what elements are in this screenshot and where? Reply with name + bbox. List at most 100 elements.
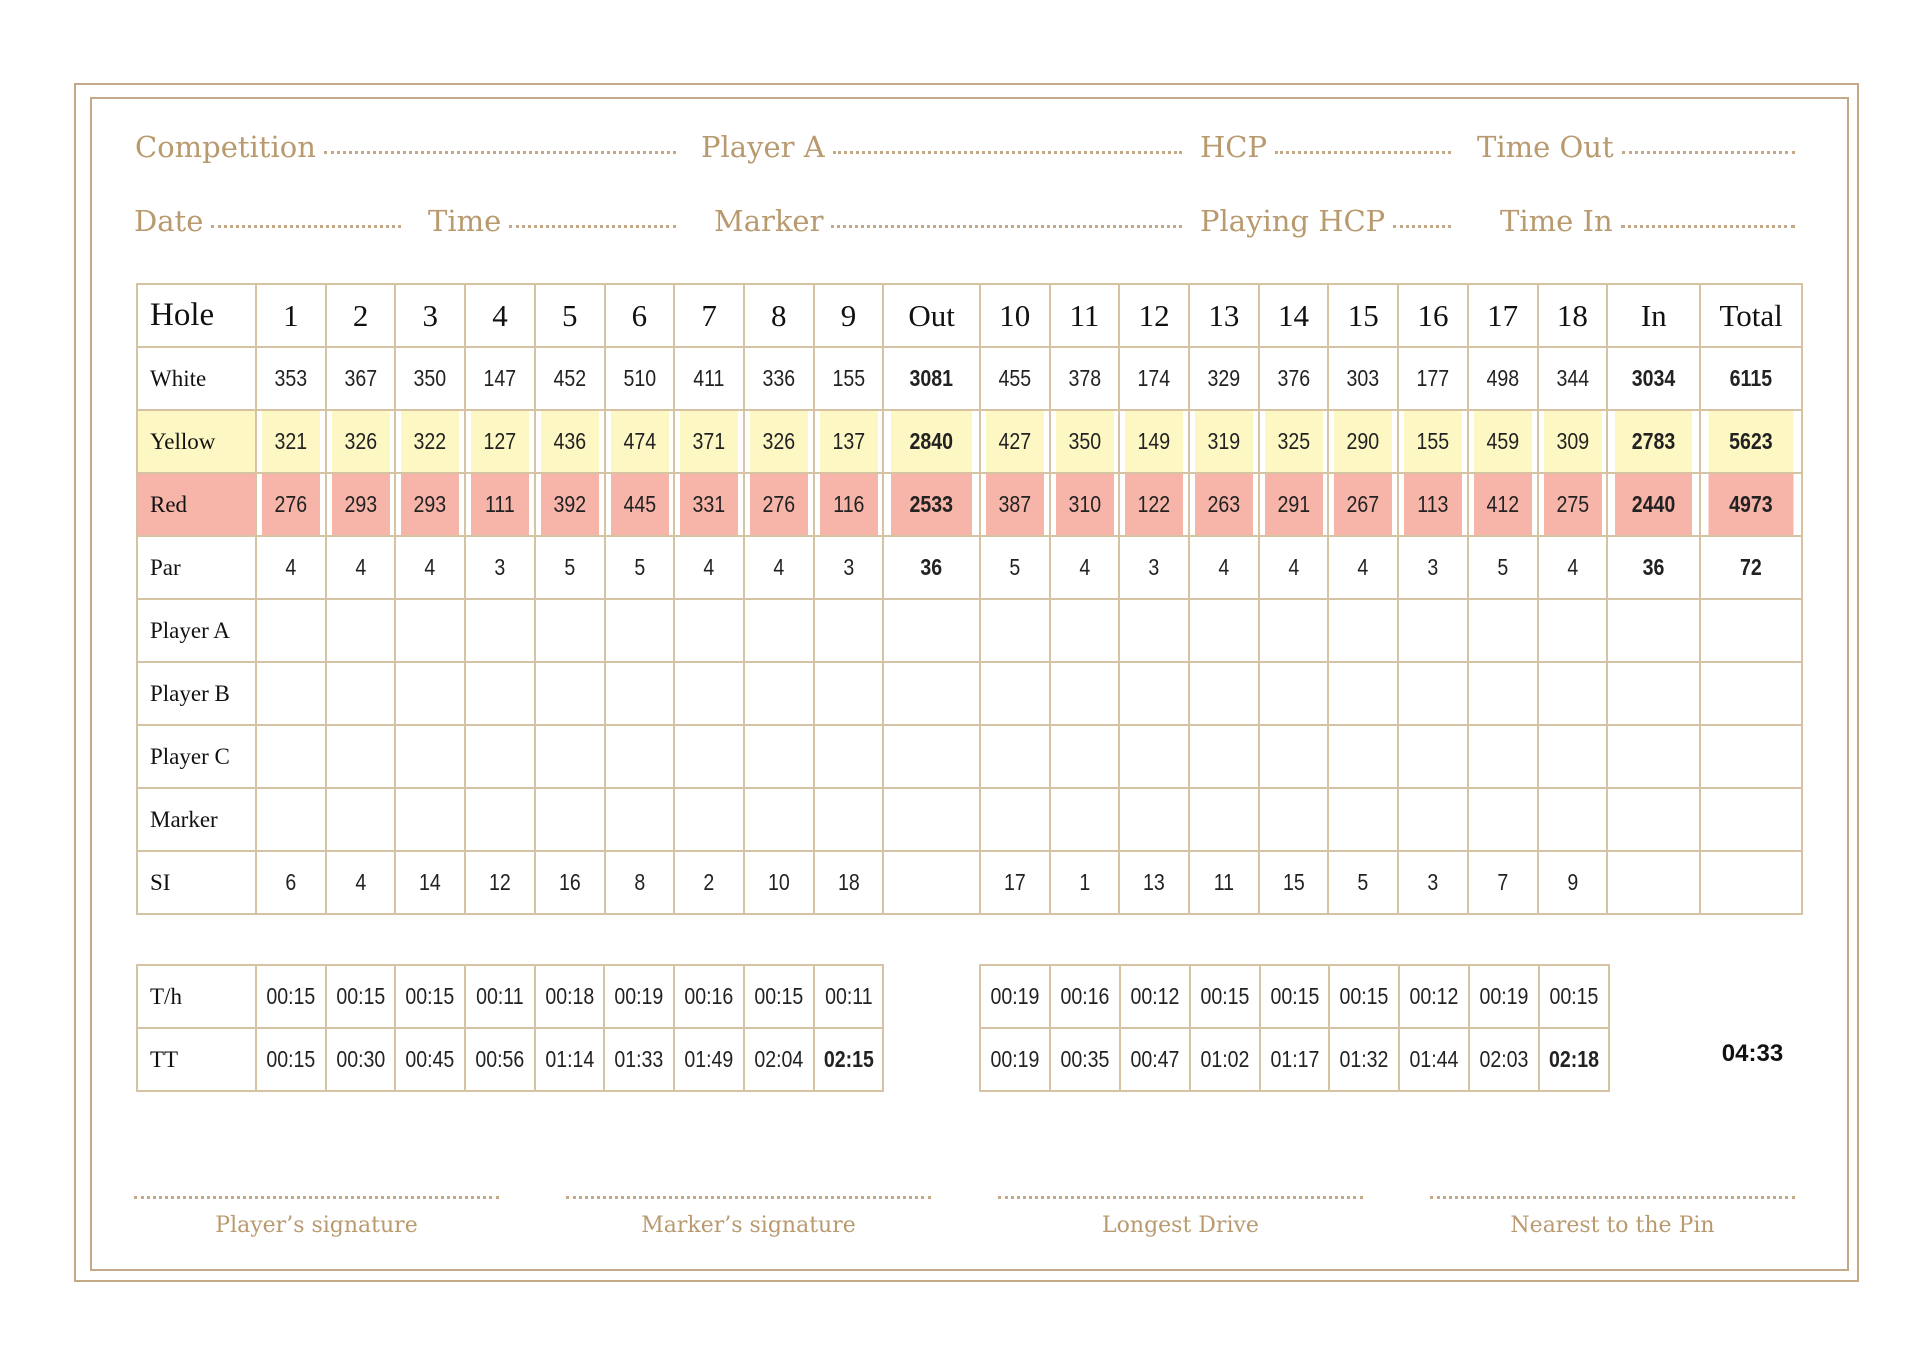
score-input-cell[interactable] [260,598,322,663]
hcp-line[interactable] [1275,151,1451,154]
score-input-cell[interactable] [330,724,392,789]
score-input-cell[interactable] [1332,724,1394,789]
signature-line[interactable] [1430,1196,1795,1199]
score-input-cell[interactable] [1193,598,1255,663]
score-input-cell[interactable] [1123,598,1185,663]
playing-hcp-field[interactable]: Playing HCP [1200,204,1451,244]
score-input-cell[interactable] [539,661,601,726]
score-input-cell[interactable] [399,724,461,789]
score-input-cell[interactable] [1053,661,1115,726]
score-input-cell[interactable] [1402,661,1464,726]
player-a-field[interactable]: Player A [701,130,1182,170]
score-input-cell[interactable] [1472,787,1534,852]
score-input-cell[interactable] [818,724,879,789]
score-input-cell[interactable] [984,661,1046,726]
score-input-cell[interactable] [330,661,392,726]
nearest-to-pin[interactable]: Nearest to the Pin [1430,1196,1795,1238]
time-in-line[interactable] [1620,225,1795,228]
score-input-cell[interactable] [889,787,974,852]
player-signature[interactable]: Player’s signature [134,1196,499,1238]
score-input-cell[interactable] [1541,661,1603,726]
player-a-line[interactable] [832,151,1182,154]
score-input-cell[interactable] [1707,598,1796,663]
score-input-cell[interactable] [1472,598,1534,663]
time-in-field[interactable]: Time In [1500,204,1795,244]
score-input-cell[interactable] [260,724,322,789]
competition-line[interactable] [323,151,676,154]
marker-field[interactable]: Marker [714,204,1182,244]
score-input-cell[interactable] [818,661,879,726]
score-input-cell[interactable] [469,661,531,726]
score-input-cell[interactable] [539,598,601,663]
score-input-cell[interactable] [678,661,740,726]
hcp-field[interactable]: HCP [1200,130,1451,170]
score-input-cell[interactable] [1123,724,1185,789]
score-input-cell[interactable] [469,724,531,789]
score-input-cell[interactable] [889,598,974,663]
score-input-cell[interactable] [469,598,531,663]
score-input-cell[interactable] [1707,787,1796,852]
score-input-cell[interactable] [1541,787,1603,852]
score-input-cell[interactable] [818,787,879,852]
score-input-cell[interactable] [469,787,531,852]
time-out-line[interactable] [1621,151,1795,154]
score-input-cell[interactable] [1472,724,1534,789]
score-input-cell[interactable] [260,787,322,852]
score-input-cell[interactable] [678,724,740,789]
signature-line[interactable] [134,1196,499,1199]
score-input-cell[interactable] [260,661,322,726]
score-input-cell[interactable] [1193,724,1255,789]
score-input-cell[interactable] [1613,661,1695,726]
score-input-cell[interactable] [889,724,974,789]
score-input-cell[interactable] [1541,598,1603,663]
score-input-cell[interactable] [1707,661,1796,726]
time-field[interactable]: Time [428,204,676,244]
score-input-cell[interactable] [1053,787,1115,852]
score-input-cell[interactable] [1472,661,1534,726]
score-input-cell[interactable] [678,787,740,852]
score-input-cell[interactable] [889,661,974,726]
score-input-cell[interactable] [1402,787,1464,852]
score-input-cell[interactable] [1263,661,1325,726]
score-input-cell[interactable] [748,724,810,789]
signature-line[interactable] [998,1196,1363,1199]
score-input-cell[interactable] [984,787,1046,852]
signature-line[interactable] [566,1196,931,1199]
score-input-cell[interactable] [818,598,879,663]
score-input-cell[interactable] [1053,598,1115,663]
score-input-cell[interactable] [1193,787,1255,852]
score-input-cell[interactable] [399,787,461,852]
score-input-cell[interactable] [984,724,1046,789]
score-input-cell[interactable] [539,787,601,852]
date-line[interactable] [211,225,401,228]
score-input-cell[interactable] [608,724,670,789]
marker-signature[interactable]: Marker’s signature [566,1196,931,1238]
score-input-cell[interactable] [399,598,461,663]
score-input-cell[interactable] [1541,724,1603,789]
score-input-cell[interactable] [608,598,670,663]
score-input-cell[interactable] [1613,598,1695,663]
score-input-cell[interactable] [1263,724,1325,789]
score-input-cell[interactable] [1193,661,1255,726]
playing-hcp-line[interactable] [1393,225,1451,228]
score-input-cell[interactable] [608,787,670,852]
score-input-cell[interactable] [1332,598,1394,663]
score-input-cell[interactable] [1613,787,1695,852]
score-input-cell[interactable] [748,598,810,663]
score-input-cell[interactable] [539,724,601,789]
score-input-cell[interactable] [1402,598,1464,663]
score-input-cell[interactable] [1123,661,1185,726]
score-input-cell[interactable] [984,598,1046,663]
score-input-cell[interactable] [1263,787,1325,852]
score-input-cell[interactable] [1613,724,1695,789]
score-input-cell[interactable] [748,787,810,852]
time-out-field[interactable]: Time Out [1477,130,1795,170]
competition-field[interactable]: Competition [135,130,676,170]
time-line[interactable] [509,225,676,228]
score-input-cell[interactable] [748,661,810,726]
date-field[interactable]: Date [134,204,401,244]
score-input-cell[interactable] [608,661,670,726]
score-input-cell[interactable] [1402,724,1464,789]
score-input-cell[interactable] [1332,661,1394,726]
score-input-cell[interactable] [330,598,392,663]
